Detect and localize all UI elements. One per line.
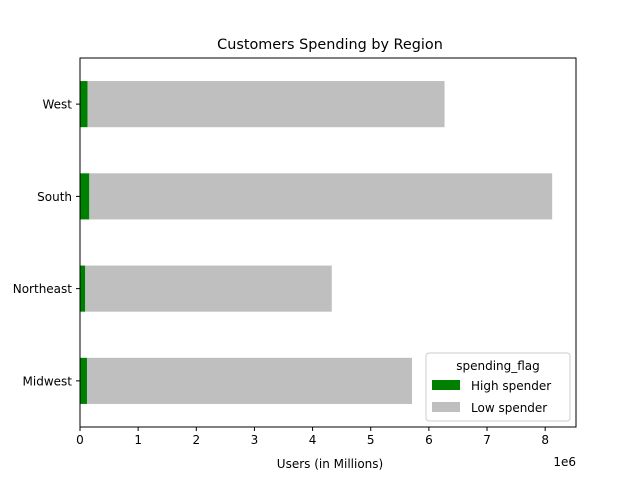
- legend: spending_flag High spender Low spender: [425, 352, 571, 422]
- x-tick-label: 7: [483, 433, 491, 447]
- x-tick-label: 1: [134, 433, 142, 447]
- legend-box: [425, 352, 571, 422]
- y-tick-label-northeast: Northeast: [13, 282, 73, 296]
- x-axis-label: Users (in Millions): [277, 457, 383, 471]
- y-tick-label-west: West: [42, 98, 72, 112]
- plot-frame: [79, 57, 577, 428]
- bar-west-low-spender: [87, 81, 445, 128]
- x-axis-offset-label: 1e6: [553, 455, 576, 469]
- bar-west-high-spender: [80, 81, 88, 128]
- x-tick-label: 6: [425, 433, 433, 447]
- x-tick-label: 8: [541, 433, 549, 447]
- x-tick-label: 0: [76, 433, 84, 447]
- bar-northeast-high-spender: [80, 265, 86, 312]
- y-axis: Midwest Northeast South West: [13, 98, 80, 388]
- bar-midwest-low-spender: [86, 357, 413, 404]
- x-tick-label: 3: [251, 433, 259, 447]
- chart-title: Customers Spending by Region: [217, 37, 443, 53]
- y-tick-label-midwest: Midwest: [23, 374, 73, 388]
- legend-title: spending_flag: [456, 359, 540, 373]
- legend-swatch-low-spender: [432, 402, 460, 412]
- x-tick-label: 2: [192, 433, 200, 447]
- bar-northeast-low-spender: [85, 265, 332, 312]
- bar-south-low-spender: [89, 173, 553, 220]
- x-tick-label: 4: [309, 433, 317, 447]
- legend-label-high-spender: High spender: [471, 379, 551, 393]
- y-tick-label-south: South: [37, 190, 72, 204]
- x-tick-label: 5: [367, 433, 375, 447]
- legend-label-low-spender: Low spender: [471, 401, 547, 415]
- bar-midwest-high-spender: [80, 357, 87, 404]
- x-axis: 0 1 2 3 4 5 6 7 8: [76, 427, 549, 447]
- bar-south-high-spender: [80, 173, 90, 220]
- legend-swatch-high-spender: [432, 380, 460, 390]
- plot-area: [80, 81, 553, 404]
